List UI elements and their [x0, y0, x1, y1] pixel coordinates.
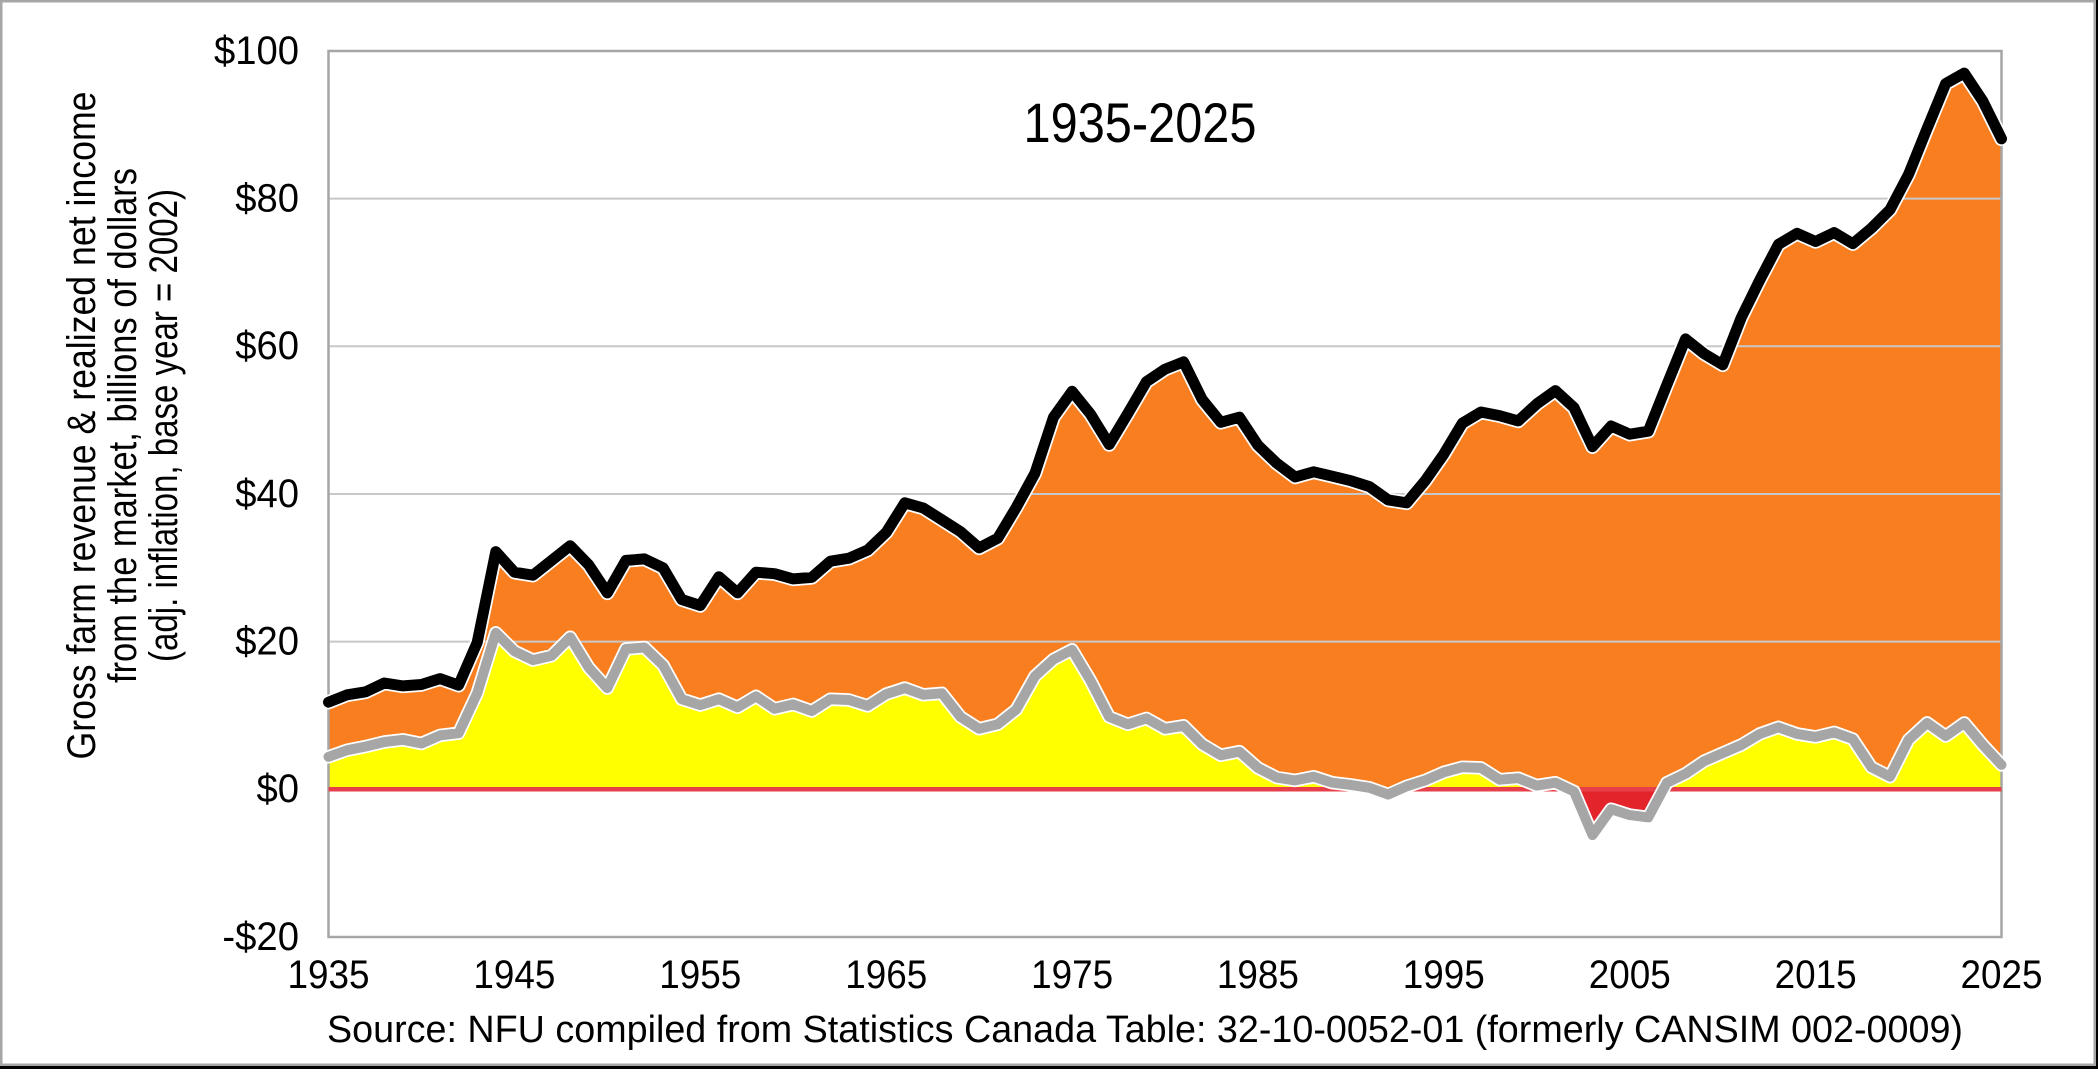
svg-text:1935: 1935 [288, 953, 370, 997]
svg-text:$0: $0 [257, 767, 300, 811]
svg-text:$20: $20 [235, 619, 299, 663]
svg-text:1995: 1995 [1403, 953, 1485, 997]
svg-text:2015: 2015 [1775, 953, 1857, 997]
svg-text:1985: 1985 [1217, 953, 1299, 997]
svg-text:$100: $100 [214, 29, 299, 73]
svg-text:Source: NFU compiled from Stat: Source: NFU compiled from Statistics Can… [327, 1009, 1963, 1051]
svg-text:-$20: -$20 [222, 915, 299, 959]
svg-text:1935-2025: 1935-2025 [1024, 91, 1257, 154]
svg-text:1955: 1955 [659, 953, 741, 997]
svg-text:2025: 2025 [1961, 953, 2043, 997]
svg-text:$80: $80 [235, 176, 299, 220]
svg-text:$40: $40 [235, 472, 299, 516]
svg-text:2005: 2005 [1589, 953, 1671, 997]
svg-text:1975: 1975 [1031, 953, 1113, 997]
svg-text:from the market, billions of d: from the market, billions of dollars [101, 168, 145, 683]
svg-text:Gross farm revenue & realized: Gross farm revenue & realized net income [60, 92, 104, 760]
svg-text:1965: 1965 [845, 953, 927, 997]
svg-text:$60: $60 [235, 324, 299, 368]
svg-text:(adj. inflation, base year = 2: (adj. inflation, base year = 2002) [142, 189, 186, 662]
svg-text:1945: 1945 [473, 953, 555, 997]
